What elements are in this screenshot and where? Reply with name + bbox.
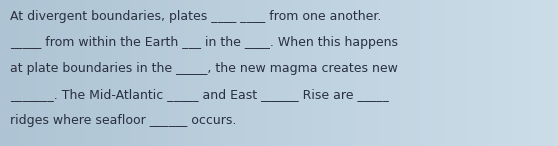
- Text: At divergent boundaries, plates ____ ____ from one another.: At divergent boundaries, plates ____ ___…: [10, 10, 382, 23]
- Text: at plate boundaries in the _____, the new magma creates new: at plate boundaries in the _____, the ne…: [10, 62, 398, 75]
- Text: _______. The Mid-Atlantic _____ and East ______ Rise are _____: _______. The Mid-Atlantic _____ and East…: [10, 88, 389, 101]
- Text: ridges where seafloor ______ occurs.: ridges where seafloor ______ occurs.: [10, 114, 237, 127]
- Text: _____ from within the Earth ___ in the ____. When this happens: _____ from within the Earth ___ in the _…: [10, 36, 398, 49]
